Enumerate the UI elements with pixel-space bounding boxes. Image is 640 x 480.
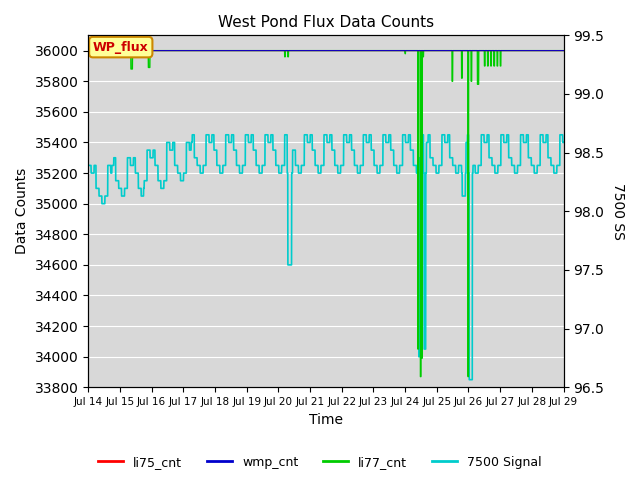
Y-axis label: 7500 SS: 7500 SS	[611, 183, 625, 240]
Title: West Pond Flux Data Counts: West Pond Flux Data Counts	[218, 15, 434, 30]
Legend: li75_cnt, wmp_cnt, li77_cnt, 7500 Signal: li75_cnt, wmp_cnt, li77_cnt, 7500 Signal	[93, 451, 547, 474]
X-axis label: Time: Time	[309, 413, 343, 427]
Y-axis label: Data Counts: Data Counts	[15, 168, 29, 254]
Text: WP_flux: WP_flux	[93, 41, 148, 54]
